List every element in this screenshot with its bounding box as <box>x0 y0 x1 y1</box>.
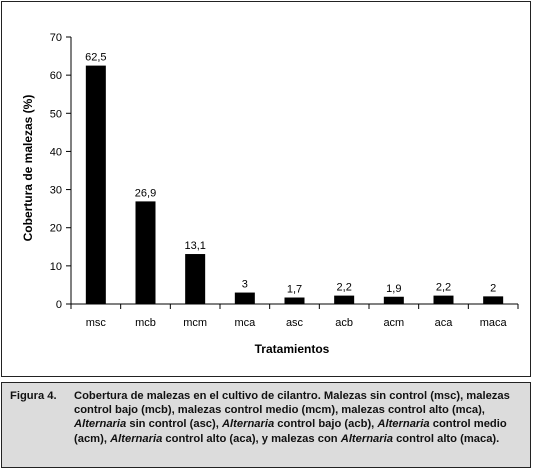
caption-run: control medio (acm), <box>74 418 507 445</box>
bar <box>85 65 106 304</box>
bar-data-label: 2,2 <box>436 282 451 294</box>
caption-italic-run: Alternaria <box>377 418 430 431</box>
x-tick-label: acm <box>383 317 404 329</box>
x-axis: msc mcb mcm mca asc acb acm aca maca <box>70 303 519 329</box>
bar <box>185 254 206 304</box>
caption-italic-run: Alternaria <box>221 418 275 431</box>
y-tick-label: 40 <box>50 146 62 158</box>
caption-run: Cobertura de malezas en el cultivo de ci… <box>74 390 510 417</box>
x-tick-label: maca <box>480 317 508 329</box>
caption-italic-run: Alternaria <box>110 432 163 445</box>
y-axis: 0 10 20 30 40 50 60 70 <box>50 32 72 311</box>
bar-series: 62,5 26,9 13,1 3 1,7 2,2 1,9 2,2 2 <box>85 52 504 304</box>
bar-data-label: 62,5 <box>85 52 106 64</box>
x-axis-title: Tratamientos <box>255 342 330 356</box>
y-tick-label: 70 <box>50 32 62 44</box>
bar-data-label: 2 <box>490 282 496 294</box>
bar <box>383 296 404 304</box>
bar-data-label: 1,9 <box>386 283 401 295</box>
bar-chart: 0 10 20 30 40 50 60 70 msc mcb mcm mca asc acb acm aca… <box>21 32 519 356</box>
caption-run: sin control (asc), <box>126 418 222 431</box>
x-tick-label: mca <box>234 317 256 329</box>
figure-caption: Figura 4. Cobertura de malezas en el cul… <box>1 382 531 468</box>
bar <box>483 296 504 304</box>
x-tick-label: msc <box>86 317 107 329</box>
y-tick-label: 10 <box>50 261 62 273</box>
figure-caption-text: Cobertura de malezas en el cultivo de ci… <box>74 389 522 446</box>
figure-label: Figura 4. <box>10 390 57 402</box>
bar <box>234 292 255 304</box>
bar-data-label: 1,7 <box>287 284 302 296</box>
caption-italic-run: Alternaria <box>74 418 127 431</box>
bar-data-label: 26,9 <box>135 187 156 199</box>
caption-run: control alto (maca). <box>392 432 500 445</box>
bar-data-label: 13,1 <box>184 240 205 252</box>
bar <box>433 295 454 304</box>
x-tick-label: asc <box>286 317 304 329</box>
bar <box>284 297 305 304</box>
bar <box>334 295 355 304</box>
y-tick-label: 50 <box>50 108 62 120</box>
y-tick-label: 30 <box>50 185 62 197</box>
y-tick-label: 20 <box>50 223 62 235</box>
x-tick-label: mcm <box>183 317 207 329</box>
y-tick-label: 0 <box>56 299 62 311</box>
bar-data-label: 3 <box>242 279 248 291</box>
x-tick-label: aca <box>435 317 454 329</box>
x-tick-label: acb <box>335 317 353 329</box>
y-axis-title: Cobertura de malezas (%) <box>21 95 35 242</box>
bar-data-label: 2,2 <box>337 282 352 294</box>
caption-run: control alto (aca), y malezas con <box>162 432 341 445</box>
bar <box>135 201 156 304</box>
caption-run: control bajo (acb), <box>274 418 378 431</box>
chart-panel: 0 10 20 30 40 50 60 70 msc mcb mcm mca asc acb acm aca… <box>1 1 531 377</box>
x-tick-label: mcb <box>135 317 156 329</box>
y-tick-label: 60 <box>50 70 62 82</box>
caption-italic-run: Alternaria <box>340 432 393 445</box>
